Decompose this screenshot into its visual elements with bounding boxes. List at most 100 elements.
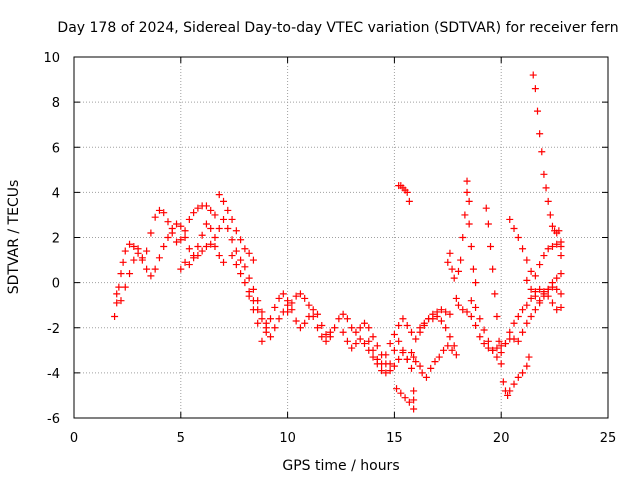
data-point [292, 292, 300, 300]
data-point [356, 335, 364, 343]
data-point [450, 342, 458, 350]
data-point [531, 272, 539, 280]
data-point [352, 340, 360, 348]
x-tick-label: 15 [386, 431, 403, 446]
data-point [331, 324, 339, 332]
data-point [279, 290, 287, 298]
data-point [506, 387, 514, 395]
data-point [501, 340, 509, 348]
data-point [472, 321, 480, 329]
data-point [416, 324, 424, 332]
data-point [386, 367, 394, 375]
data-point [557, 290, 565, 298]
data-point [296, 324, 304, 332]
data-point [529, 71, 537, 79]
data-point [220, 215, 228, 223]
data-point [134, 245, 142, 253]
data-point [378, 360, 386, 368]
data-point [211, 234, 219, 241]
data-point [497, 349, 505, 357]
data-point [463, 177, 471, 185]
y-tick-label: -4 [47, 367, 60, 382]
data-point [113, 290, 121, 298]
axis-ticks: 0 5 10 15 20 25 -6 -4 -2 0 2 4 6 8 10 [43, 51, 616, 446]
data-point [185, 215, 193, 223]
data-point [534, 107, 542, 115]
data-point [378, 367, 386, 375]
data-point [173, 220, 181, 228]
data-point [121, 283, 129, 291]
data-point [448, 265, 456, 273]
data-point [215, 252, 223, 260]
data-point [258, 337, 266, 345]
data-point [224, 206, 232, 214]
data-point [489, 265, 497, 273]
data-point [258, 315, 266, 323]
data-point [523, 301, 531, 309]
data-point [155, 254, 163, 262]
data-point [465, 220, 473, 228]
data-point [237, 236, 245, 244]
data-point [241, 263, 249, 271]
data-point [491, 290, 499, 298]
data-point [461, 211, 469, 219]
data-point [497, 342, 505, 350]
data-point [553, 274, 561, 282]
data-point [228, 236, 236, 244]
data-point [555, 227, 563, 235]
data-point [318, 321, 326, 329]
data-point [147, 272, 155, 280]
data-point [267, 333, 275, 341]
data-point [540, 252, 548, 260]
data-point [410, 396, 418, 404]
data-point [472, 279, 480, 287]
data-point [548, 222, 556, 230]
data-point [557, 270, 565, 278]
data-point [237, 256, 245, 264]
data-point [292, 317, 300, 325]
data-point [527, 312, 535, 320]
data-point [185, 261, 193, 269]
data-point [489, 346, 497, 354]
data-point [207, 206, 215, 214]
data-point [258, 308, 266, 316]
data-point [514, 234, 522, 241]
data-point [335, 315, 343, 323]
data-point [463, 188, 471, 196]
data-point [130, 243, 138, 251]
data-point [399, 315, 407, 323]
data-point [493, 353, 501, 361]
data-point [493, 312, 501, 320]
data-point [232, 247, 240, 255]
data-point [410, 353, 418, 361]
data-point [314, 324, 322, 332]
data-point [472, 303, 480, 311]
data-point [369, 346, 377, 354]
data-point [548, 279, 556, 287]
data-point [249, 256, 257, 264]
data-point [399, 346, 407, 354]
data-point [275, 315, 283, 323]
data-point [463, 308, 471, 316]
data-point [348, 344, 356, 352]
data-point [506, 215, 514, 223]
data-point [557, 303, 565, 311]
data-point [412, 335, 420, 343]
data-point [536, 261, 544, 269]
data-point [249, 306, 257, 314]
data-point [168, 224, 176, 232]
data-point [510, 319, 518, 327]
data-point [194, 252, 202, 260]
y-tick-label: 8 [52, 96, 60, 111]
data-point [446, 249, 454, 257]
data-point [138, 256, 146, 264]
data-point [422, 373, 430, 381]
data-point [499, 378, 507, 386]
data-point [531, 306, 539, 314]
data-point [390, 331, 398, 339]
data-point [194, 204, 202, 212]
data-point [504, 391, 512, 399]
data-point [416, 362, 424, 370]
data-point [314, 310, 322, 318]
data-point [173, 238, 181, 246]
